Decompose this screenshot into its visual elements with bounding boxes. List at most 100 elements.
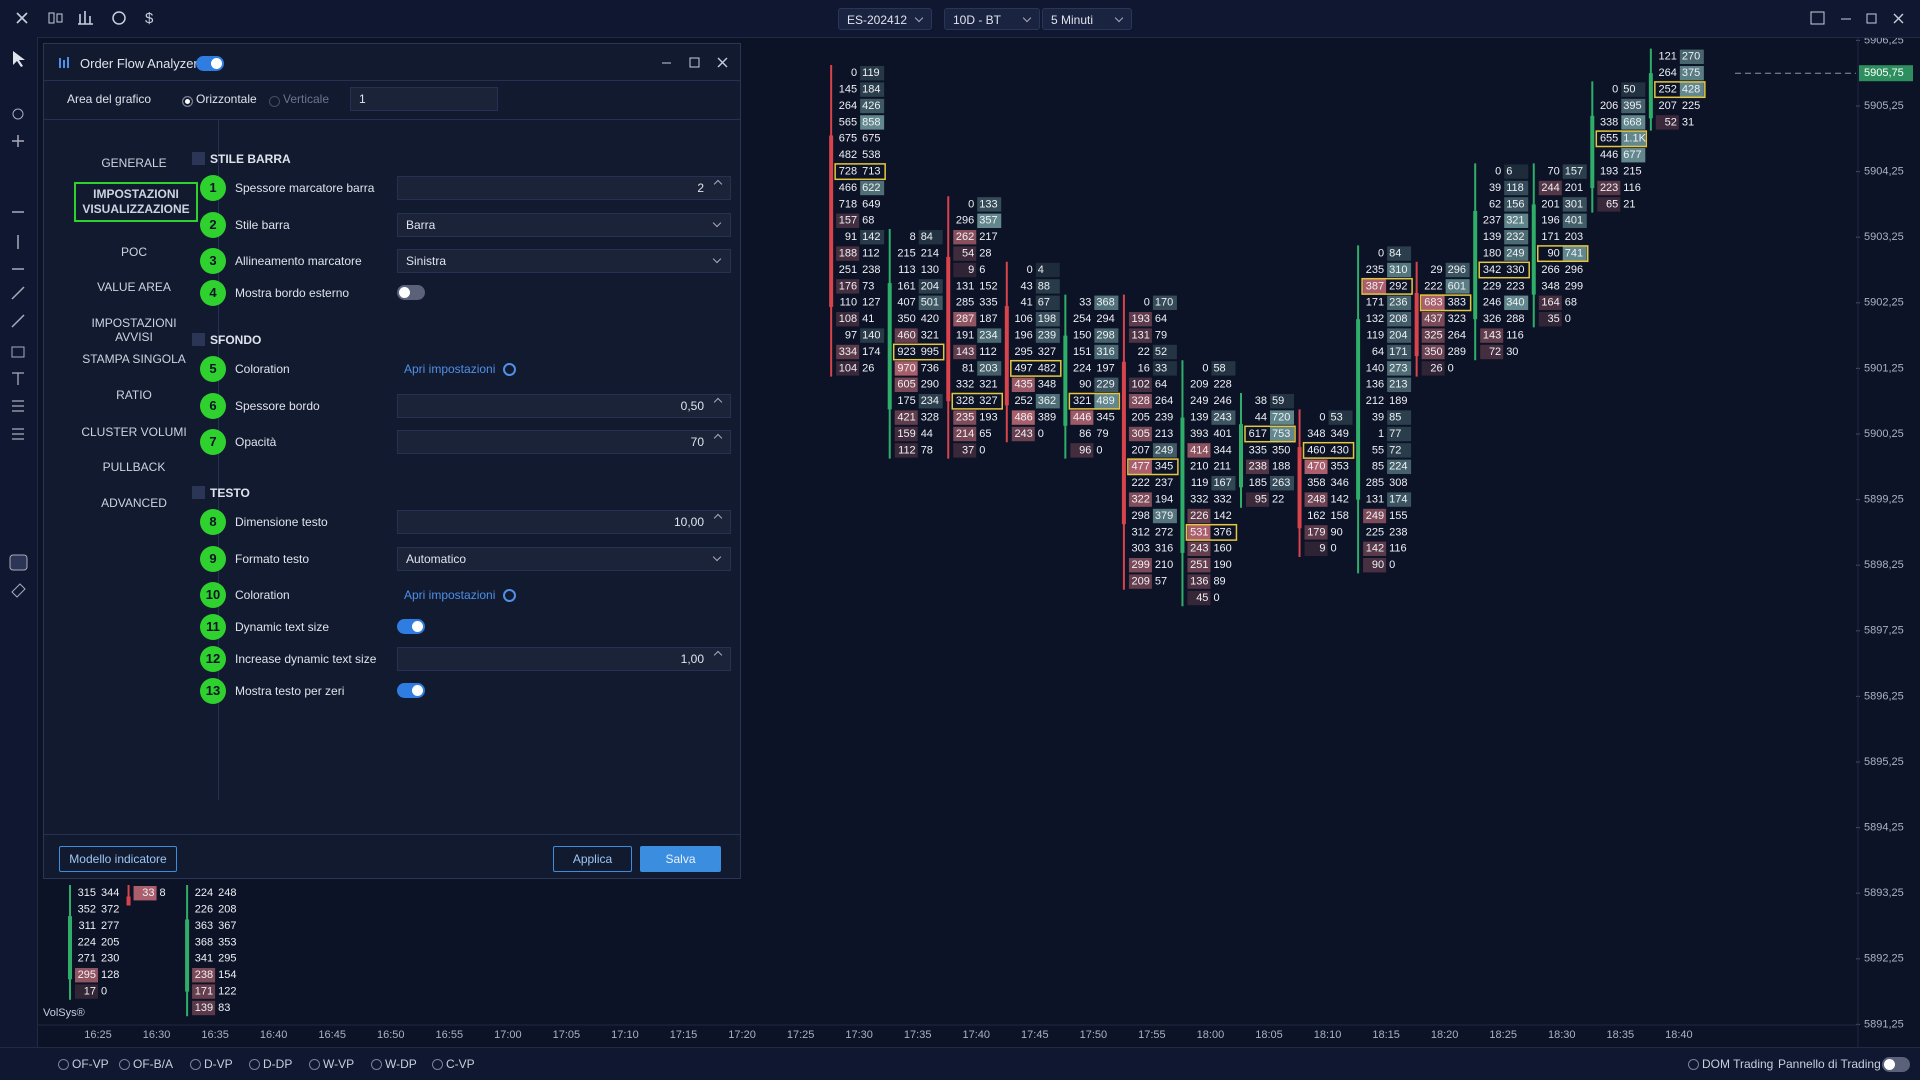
settings-link[interactable]: Apri impostazioni xyxy=(404,362,496,376)
study-label[interactable]: D-VP xyxy=(204,1057,233,1071)
panel-label[interactable]: Pannello di Trading xyxy=(1778,1057,1881,1071)
dialog-maximize[interactable] xyxy=(689,57,700,68)
crosshair-tool[interactable] xyxy=(12,135,24,147)
study-radio[interactable] xyxy=(309,1059,320,1070)
rect-tool[interactable] xyxy=(11,346,25,358)
tab[interactable]: ADVANCED xyxy=(101,496,167,510)
currency-icon[interactable]: $ xyxy=(145,10,154,27)
save-button[interactable]: Salva xyxy=(640,846,721,872)
poc-box xyxy=(1244,425,1296,443)
study-label[interactable]: C-VP xyxy=(446,1057,475,1071)
tab[interactable]: RATIO xyxy=(116,388,152,402)
layout-icon[interactable] xyxy=(1810,11,1825,25)
instrument-select[interactable]: ES-202412 xyxy=(838,8,932,30)
study-label[interactable]: D-DP xyxy=(263,1057,293,1071)
bid-volume: 338 xyxy=(1600,116,1618,128)
study-radio[interactable] xyxy=(432,1059,443,1070)
spin-box[interactable]: 2 xyxy=(397,176,731,200)
ask-shade xyxy=(918,279,943,294)
section-collapse[interactable] xyxy=(192,152,205,165)
study-label[interactable]: W-DP xyxy=(385,1057,417,1071)
close-icon[interactable] xyxy=(16,12,28,24)
ask-volume: 203 xyxy=(1565,231,1583,243)
candles-icon[interactable] xyxy=(48,12,55,24)
bid-volume: 229 xyxy=(1483,280,1501,292)
bid-shade xyxy=(953,426,977,442)
select-box[interactable]: Sinistra xyxy=(397,249,731,273)
text-tools[interactable] xyxy=(12,372,24,440)
study-radio[interactable] xyxy=(119,1059,130,1070)
bid-volume: 121 xyxy=(1658,51,1676,63)
ask-volume: 158 xyxy=(1331,510,1349,522)
template-button[interactable]: Modello indicatore xyxy=(59,846,177,872)
dom-radio[interactable] xyxy=(1688,1059,1699,1070)
tab[interactable]: PULLBACK xyxy=(102,460,166,474)
ask-volume: 64 xyxy=(1155,379,1167,391)
apply-button[interactable]: Applica xyxy=(553,846,632,872)
study-radio[interactable] xyxy=(249,1059,260,1070)
spin-box[interactable]: 70 xyxy=(397,430,731,454)
ask-volume: 301 xyxy=(1565,198,1583,210)
bid-volume: 65 xyxy=(1606,198,1618,210)
settings-icon[interactable] xyxy=(112,11,126,25)
toggle[interactable] xyxy=(397,285,425,300)
bid-volume: 531 xyxy=(1190,526,1208,538)
dataset-select[interactable]: 10D - BT xyxy=(944,8,1040,30)
bid-volume: 140 xyxy=(1366,362,1384,374)
tab[interactable]: VALUE AREA xyxy=(97,280,171,294)
dialog-close[interactable] xyxy=(717,57,728,68)
spin-box[interactable]: 1,00 xyxy=(397,647,731,671)
panel-toggle[interactable] xyxy=(1882,1057,1910,1072)
tab[interactable]: CLUSTER VOLUMI xyxy=(81,425,187,439)
bars-icon[interactable] xyxy=(78,11,93,25)
orientation-option[interactable]: Verticale xyxy=(283,92,330,106)
select-box[interactable]: Automatico xyxy=(397,547,731,571)
zoom-tool[interactable] xyxy=(12,108,24,120)
spin-box[interactable]: 10,00 xyxy=(397,510,731,534)
line-tools[interactable] xyxy=(11,211,25,328)
study-radio[interactable] xyxy=(371,1059,382,1070)
radio[interactable] xyxy=(269,96,280,107)
bid-shade xyxy=(1128,426,1152,442)
maximize-icon[interactable] xyxy=(1866,13,1877,24)
tab[interactable]: IMPOSTAZIONI AVVISI xyxy=(91,316,177,344)
ask-volume: 190 xyxy=(1213,559,1231,571)
bid-shade xyxy=(1070,443,1094,458)
toggle[interactable] xyxy=(397,619,425,634)
close-app-icon[interactable] xyxy=(1893,13,1904,24)
select-box[interactable]: Barra xyxy=(397,213,731,237)
ask-volume: 395 xyxy=(1623,100,1641,112)
eraser-tool[interactable] xyxy=(11,583,26,598)
tab[interactable]: STAMPA SINGOLA xyxy=(82,352,186,366)
pointer-tool[interactable] xyxy=(13,51,25,67)
section-collapse[interactable] xyxy=(192,333,205,346)
tab[interactable]: GENERALE xyxy=(101,156,167,170)
settings-link[interactable]: Apri impostazioni xyxy=(404,588,496,602)
indicator-tool[interactable] xyxy=(9,554,28,571)
orientation-option[interactable]: Orizzontale xyxy=(196,92,257,106)
study-radio[interactable] xyxy=(190,1059,201,1070)
ask-volume: 272 xyxy=(1155,526,1173,538)
ask-shade xyxy=(1679,49,1704,64)
bid-volume: 617 xyxy=(1249,428,1267,440)
tab[interactable]: IMPOSTAZIONI VISUALIZZAZIONE xyxy=(74,182,198,222)
bid-volume: 16 xyxy=(1138,362,1150,374)
bid-volume: 315 xyxy=(78,887,96,899)
radio[interactable] xyxy=(182,96,193,107)
study-label[interactable]: OF-VP xyxy=(72,1057,109,1071)
study-radio[interactable] xyxy=(58,1059,69,1070)
area-select[interactable]: 1 xyxy=(350,87,498,111)
ask-shade xyxy=(1504,295,1529,310)
tab[interactable]: POC xyxy=(120,245,147,259)
study-label[interactable]: OF-B/A xyxy=(133,1057,174,1071)
dom-label[interactable]: DOM Trading xyxy=(1702,1057,1774,1071)
enable-toggle[interactable] xyxy=(196,56,224,71)
toggle[interactable] xyxy=(397,683,425,698)
section-collapse[interactable] xyxy=(192,486,205,499)
setting-badge: 13 xyxy=(200,678,226,704)
timeframe-select[interactable]: 5 Minuti xyxy=(1042,8,1132,30)
spin-box[interactable]: 0,50 xyxy=(397,394,731,418)
bid-shade xyxy=(1363,558,1387,573)
study-label[interactable]: W-VP xyxy=(323,1057,355,1071)
bid-volume: 482 xyxy=(839,149,857,161)
